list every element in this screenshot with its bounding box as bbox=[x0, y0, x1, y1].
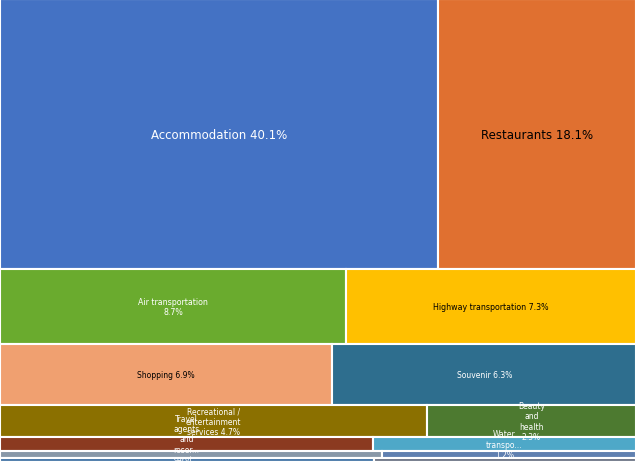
Bar bbox=[438, 0, 636, 270]
Text: Souvenir 6.3%: Souvenir 6.3% bbox=[457, 370, 512, 379]
Bar bbox=[0, 438, 373, 451]
Bar bbox=[382, 451, 636, 458]
Bar bbox=[0, 405, 427, 438]
Text: Water
transpo...
1.2%: Water transpo... 1.2% bbox=[486, 429, 523, 459]
Bar bbox=[0, 462, 636, 463]
Bar bbox=[374, 458, 636, 462]
Bar bbox=[0, 344, 333, 405]
Bar bbox=[0, 0, 438, 270]
Text: Restaurants 18.1%: Restaurants 18.1% bbox=[481, 128, 593, 141]
Bar bbox=[0, 451, 382, 458]
Bar bbox=[427, 405, 636, 438]
Bar bbox=[0, 270, 346, 344]
Bar bbox=[333, 344, 636, 405]
Text: Travel
agents
and
reser...
servi...
1.7%: Travel agents and reser... servi... 1.7% bbox=[173, 414, 200, 463]
Bar bbox=[0, 458, 374, 462]
Text: Beauty
and
health
2.3%: Beauty and health 2.3% bbox=[518, 401, 545, 441]
Bar bbox=[346, 270, 636, 344]
Text: Recreational /
entertainment
services 4.7%: Recreational / entertainment services 4.… bbox=[186, 407, 241, 436]
Text: Highway transportation 7.3%: Highway transportation 7.3% bbox=[433, 302, 549, 311]
Bar bbox=[373, 438, 636, 451]
Text: Air transportation
8.7%: Air transportation 8.7% bbox=[138, 297, 208, 317]
Text: Shopping 6.9%: Shopping 6.9% bbox=[137, 370, 195, 379]
Text: Accommodation 40.1%: Accommodation 40.1% bbox=[151, 128, 287, 141]
